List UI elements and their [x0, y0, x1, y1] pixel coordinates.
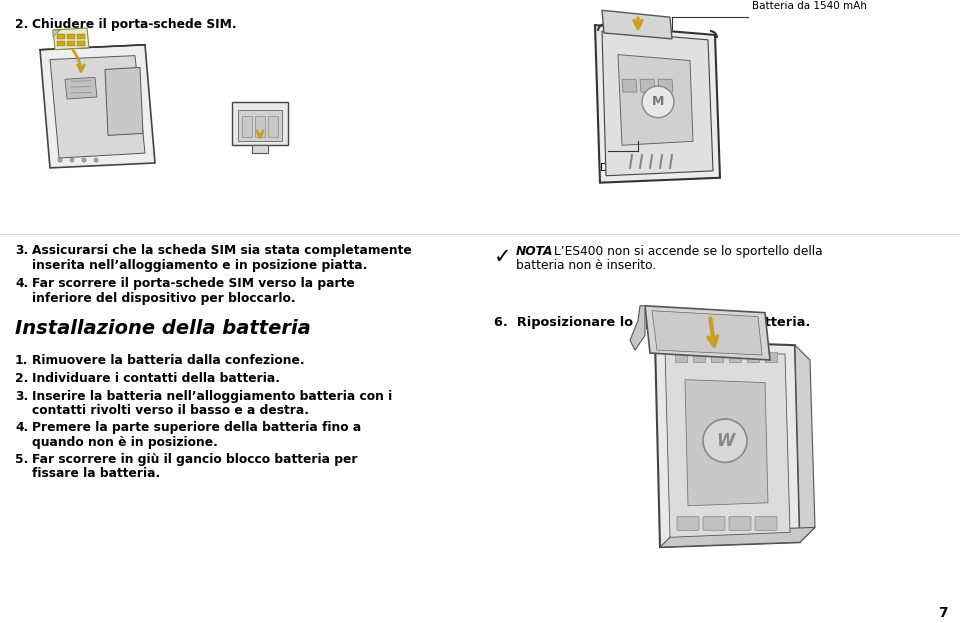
Polygon shape — [105, 67, 143, 135]
FancyBboxPatch shape — [729, 516, 751, 530]
Bar — [268, 116, 278, 137]
Polygon shape — [232, 102, 288, 145]
Bar — [675, 352, 687, 362]
Bar — [238, 110, 282, 141]
Text: Chiudere il porta-schede SIM.: Chiudere il porta-schede SIM. — [32, 18, 236, 31]
Polygon shape — [622, 79, 637, 92]
Bar — [57, 41, 65, 45]
Text: quando non è in posizione.: quando non è in posizione. — [32, 436, 218, 449]
Bar — [729, 352, 741, 362]
Text: 1.: 1. — [15, 354, 29, 367]
Bar — [67, 34, 75, 39]
Text: 7: 7 — [938, 606, 948, 621]
Bar — [77, 41, 85, 45]
Text: Installazione della batteria: Installazione della batteria — [15, 318, 311, 338]
Bar — [693, 352, 705, 362]
Circle shape — [58, 158, 62, 162]
Polygon shape — [40, 45, 155, 168]
Text: contatti rivolti verso il basso e a destra.: contatti rivolti verso il basso e a dest… — [32, 404, 309, 417]
Text: Assicurarsi che la scheda SIM sia stata completamente: Assicurarsi che la scheda SIM sia stata … — [32, 244, 412, 257]
FancyBboxPatch shape — [677, 516, 699, 530]
Text: 5.: 5. — [15, 452, 29, 465]
Text: ✓: ✓ — [494, 247, 512, 267]
Text: 3.: 3. — [15, 244, 28, 257]
Polygon shape — [252, 145, 268, 153]
Polygon shape — [640, 79, 655, 92]
Bar — [57, 34, 65, 39]
Text: Far scorrere il porta-schede SIM verso la parte: Far scorrere il porta-schede SIM verso l… — [32, 277, 355, 290]
Bar — [711, 352, 723, 362]
Text: 3.: 3. — [15, 389, 28, 402]
Text: Rimuovere la batteria dalla confezione.: Rimuovere la batteria dalla confezione. — [32, 354, 304, 367]
Text: L’ES400 non si accende se lo sportello della: L’ES400 non si accende se lo sportello d… — [550, 245, 823, 258]
Polygon shape — [53, 28, 89, 50]
Polygon shape — [658, 79, 673, 92]
Bar — [242, 116, 252, 137]
Bar — [747, 352, 759, 362]
Polygon shape — [65, 77, 97, 99]
Polygon shape — [652, 311, 762, 355]
Text: M: M — [652, 95, 664, 108]
Polygon shape — [795, 345, 815, 542]
Polygon shape — [50, 55, 145, 158]
Bar — [765, 352, 777, 362]
Text: 2.: 2. — [15, 372, 29, 385]
Text: Inserire la batteria nell’alloggiamento batteria con i: Inserire la batteria nell’alloggiamento … — [32, 389, 393, 402]
Circle shape — [642, 86, 674, 118]
Text: inserita nell’alloggiamento e in posizione piatta.: inserita nell’alloggiamento e in posizio… — [32, 259, 368, 272]
Bar — [77, 34, 85, 39]
Text: Dispositivo di blocca: Dispositivo di blocca — [600, 163, 708, 173]
Text: 2.: 2. — [15, 18, 29, 31]
Polygon shape — [655, 340, 800, 547]
Polygon shape — [53, 30, 60, 37]
Polygon shape — [602, 11, 672, 39]
Polygon shape — [618, 55, 693, 145]
Text: Batteria da 1540 mAh: Batteria da 1540 mAh — [752, 1, 867, 11]
Polygon shape — [685, 379, 768, 506]
Text: fissare la batteria.: fissare la batteria. — [32, 467, 160, 480]
Circle shape — [703, 419, 747, 462]
Text: batteria non è inserito.: batteria non è inserito. — [516, 259, 657, 272]
Bar — [255, 116, 265, 137]
Text: Far scorrere in giù il gancio blocco batteria per: Far scorrere in giù il gancio blocco bat… — [32, 452, 357, 465]
Polygon shape — [602, 31, 713, 176]
Circle shape — [70, 158, 74, 162]
FancyBboxPatch shape — [755, 516, 777, 530]
Text: 6.  Riposizionare lo sportello della batteria.: 6. Riposizionare lo sportello della batt… — [494, 316, 810, 329]
FancyBboxPatch shape — [703, 516, 725, 530]
Text: W: W — [716, 432, 734, 450]
Polygon shape — [595, 25, 720, 183]
Circle shape — [94, 158, 98, 162]
Text: 4.: 4. — [15, 421, 28, 434]
Text: NOTA: NOTA — [516, 245, 554, 258]
Circle shape — [82, 158, 86, 162]
Polygon shape — [660, 528, 815, 547]
Text: Premere la parte superiore della batteria fino a: Premere la parte superiore della batteri… — [32, 421, 361, 434]
Text: inferiore del dispositivo per bloccarlo.: inferiore del dispositivo per bloccarlo. — [32, 292, 296, 305]
Bar — [67, 41, 75, 45]
Polygon shape — [630, 306, 645, 350]
Text: Individuare i contatti della batteria.: Individuare i contatti della batteria. — [32, 372, 280, 385]
Polygon shape — [645, 306, 770, 360]
Text: 4.: 4. — [15, 277, 28, 290]
Polygon shape — [665, 350, 790, 537]
